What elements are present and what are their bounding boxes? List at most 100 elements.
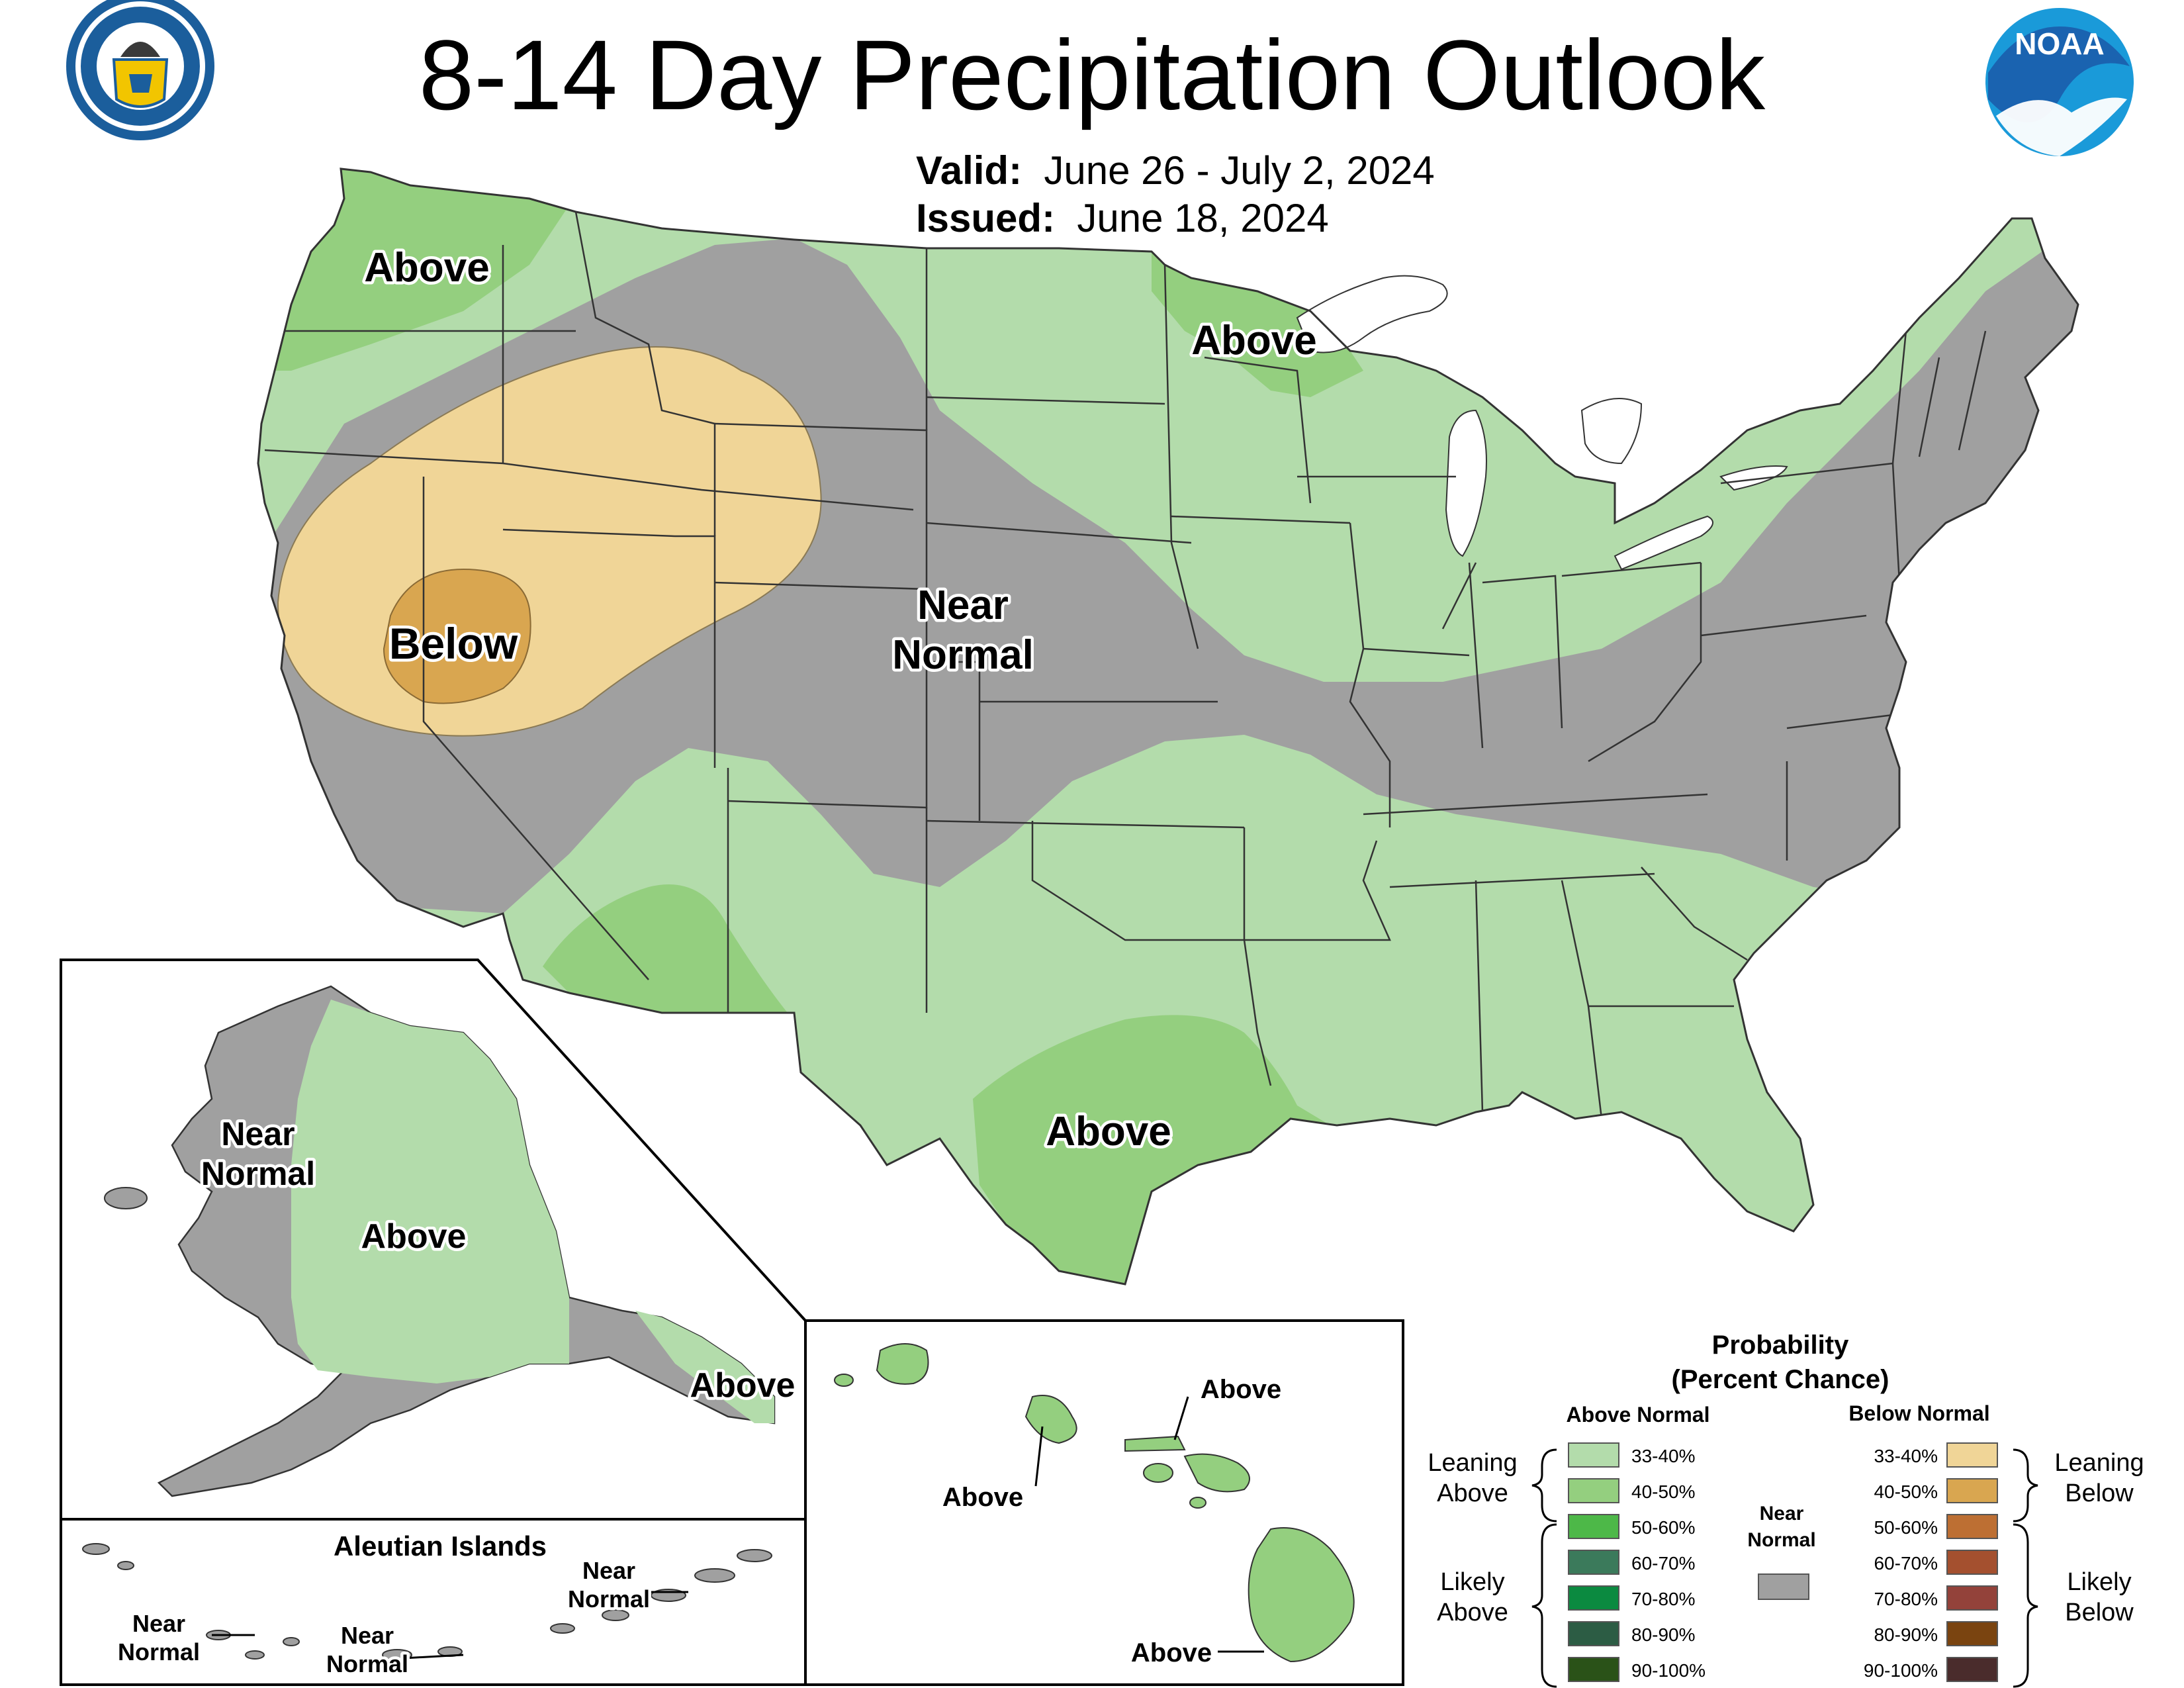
legend-leaning-above-1: Leaning xyxy=(1428,1449,1517,1477)
legend-below-swatch-2 xyxy=(1946,1514,1998,1539)
legend-below-range-5: 80-90% xyxy=(1874,1624,1938,1645)
legend-below-range-1: 40-50% xyxy=(1874,1481,1938,1502)
label-central-normal: Normal xyxy=(892,632,1034,678)
below-core-region xyxy=(383,568,531,704)
legend-above-swatch-6 xyxy=(1568,1657,1619,1682)
lake-michigan xyxy=(1445,409,1487,557)
label-alaska-above: Above xyxy=(361,1217,467,1256)
legend-above-swatch-5 xyxy=(1568,1621,1619,1646)
legend-near-2: Normal xyxy=(1747,1529,1815,1551)
label-hawaii-oahu-above: Above xyxy=(942,1483,1023,1512)
label-pacific-nw-above: Above xyxy=(364,245,489,291)
label-aleutian-east-near: Near xyxy=(582,1557,635,1584)
hawaii-inset: Above Above Above xyxy=(804,1319,1404,1686)
legend-leaning-below-2: Below xyxy=(2065,1479,2134,1507)
lake-ontario xyxy=(1719,465,1788,491)
great-lakes xyxy=(1296,275,1788,571)
molokai xyxy=(1124,1435,1186,1452)
legend-likely-above-1: Likely xyxy=(1440,1568,1504,1596)
valid-dates: June 26 - July 2, 2024 xyxy=(1044,148,1435,193)
valid-label: Valid: xyxy=(916,148,1023,193)
legend-above-range-4: 70-80% xyxy=(1631,1589,1696,1609)
legend-below-swatch-3 xyxy=(1946,1550,1998,1575)
legend-title-2: (Percent Chance) xyxy=(1672,1365,1889,1394)
label-texas-above: Above xyxy=(1046,1109,1171,1154)
texas-above-region xyxy=(973,1015,1330,1284)
southwest-above-region xyxy=(543,884,788,1019)
legend-leaning-below-1: Leaning xyxy=(2054,1449,2144,1477)
legend-above-swatches: 33-40% 40-50% 50-60% 60-70% 70-80% 80-90% 90-1… xyxy=(1568,1442,1706,1682)
legend-below-range-2: 50-60% xyxy=(1874,1517,1938,1538)
legend-above-swatch-4 xyxy=(1568,1585,1619,1611)
legend-likely-below-2: Below xyxy=(2065,1599,2134,1626)
label-alaska-normal: Normal xyxy=(201,1155,315,1192)
st-lawrence-island xyxy=(104,1187,148,1209)
legend-above-swatch-1 xyxy=(1568,1478,1619,1503)
legend-likely-above-2: Above xyxy=(1437,1599,1508,1626)
commerce-seal-icon xyxy=(66,0,214,140)
date-block: Valid: June 26 - July 2, 2024 Issued: Ju… xyxy=(916,147,1435,242)
legend-below-header: Below Normal xyxy=(1848,1401,1989,1425)
legend-below-swatch-4 xyxy=(1946,1585,1998,1611)
minnesota-above-region xyxy=(1152,252,1363,397)
legend-title-1: Probability xyxy=(1712,1331,1849,1360)
label-hawaii-maui-above: Above xyxy=(1201,1375,1281,1404)
label-aleutian-mid-near: Near xyxy=(341,1622,394,1649)
alaska-inset: Near Normal Above Above xyxy=(60,959,807,1521)
lake-erie xyxy=(1614,515,1713,571)
issued-date: June 18, 2024 xyxy=(1077,196,1329,240)
legend-above-swatch-3 xyxy=(1568,1550,1619,1575)
hawaii-islands-shapes xyxy=(834,1343,1355,1663)
legend-near-swatch xyxy=(1758,1573,1809,1600)
kauai xyxy=(876,1343,929,1385)
legend-below-swatch-5 xyxy=(1946,1621,1998,1646)
aleutian-inset: Aleutian Islands Near Normal Near xyxy=(60,1518,807,1686)
label-aleutian-east-normal: Normal xyxy=(568,1585,650,1613)
niihau xyxy=(834,1374,854,1387)
label-upper-midwest-above: Above xyxy=(1191,318,1316,363)
legend-above-range-6: 90-100% xyxy=(1631,1660,1706,1681)
label-aleutian-west-normal: Normal xyxy=(118,1638,200,1665)
legend-above-swatch-0 xyxy=(1568,1442,1619,1468)
legend-above-header: Above Normal xyxy=(1567,1403,1710,1427)
label-hawaii-big-island-above: Above xyxy=(1131,1638,1212,1667)
legend-leaning-above-2: Above xyxy=(1437,1479,1508,1507)
legend-above-range-0: 33-40% xyxy=(1631,1446,1696,1466)
label-central-near: Near xyxy=(917,583,1009,628)
lanai xyxy=(1143,1463,1173,1483)
legend-above-range-3: 60-70% xyxy=(1631,1553,1696,1573)
legend-below-swatches: 33-40% 40-50% 50-60% 60-70% 70-80% 80-90% 90-1… xyxy=(1864,1442,1998,1682)
big-island xyxy=(1248,1527,1355,1663)
label-aleutian-west-near: Near xyxy=(132,1610,185,1637)
legend-above-range-5: 80-90% xyxy=(1631,1624,1696,1645)
legend-below-swatch-0 xyxy=(1946,1442,1998,1468)
label-alaska-near: Near xyxy=(221,1115,295,1152)
maui xyxy=(1183,1453,1250,1493)
lake-superior xyxy=(1296,275,1448,353)
legend-below-range-6: 90-100% xyxy=(1864,1660,1938,1681)
legend-above-range-2: 50-60% xyxy=(1631,1517,1696,1538)
valid-row: Valid: June 26 - July 2, 2024 xyxy=(916,147,1435,195)
legend-braces xyxy=(1531,1448,2038,1688)
issued-label: Issued: xyxy=(916,196,1056,240)
legend-below-range-0: 33-40% xyxy=(1874,1446,1938,1466)
label-great-basin-below: Below xyxy=(389,619,518,668)
alaska-above-region xyxy=(291,1000,569,1383)
state-borders xyxy=(264,211,1987,1119)
legend-below-swatch-6 xyxy=(1946,1657,1998,1682)
legend-likely-below-1: Likely xyxy=(2067,1568,2131,1596)
kahoolawe xyxy=(1189,1497,1206,1509)
oahu xyxy=(1024,1395,1077,1444)
lake-huron xyxy=(1580,398,1643,465)
issued-row: Issued: June 18, 2024 xyxy=(916,195,1435,242)
legend: Probability (Percent Chance) Above Norma… xyxy=(1428,1331,2144,1688)
noaa-logo-icon: NOAA xyxy=(1985,8,2134,156)
aleutian-title: Aleutian Islands xyxy=(334,1530,547,1562)
legend-below-swatch-1 xyxy=(1946,1478,1998,1503)
noaa-logo-text: NOAA xyxy=(2015,26,2104,61)
legend-below-range-3: 60-70% xyxy=(1874,1553,1938,1573)
label-se-alaska-above: Above xyxy=(690,1366,796,1405)
label-aleutian-mid-normal: Normal xyxy=(326,1650,408,1677)
